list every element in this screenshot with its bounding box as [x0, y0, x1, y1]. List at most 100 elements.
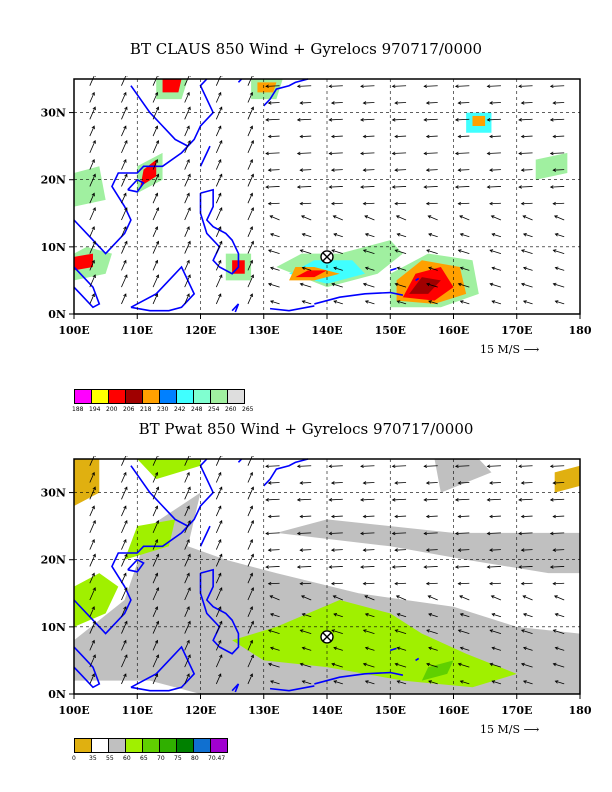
wind-arrow	[333, 595, 343, 601]
wind-arrow	[360, 566, 375, 568]
wind-arrowhead	[423, 84, 428, 89]
wind-arrowhead	[249, 125, 253, 130]
wind-arrow	[426, 202, 438, 205]
wind-arrowhead	[552, 249, 557, 253]
wind-arrow	[302, 647, 312, 651]
wind-arrowhead	[328, 151, 333, 156]
wind-arrowhead	[299, 481, 304, 485]
wind-arrow	[426, 629, 438, 634]
wind-arrow	[397, 647, 407, 651]
wind-arrow	[333, 267, 343, 271]
wind-arrow	[426, 169, 438, 171]
wind-arrowhead	[91, 538, 95, 543]
wind-arrowhead	[518, 531, 522, 536]
wind-arrowhead	[265, 118, 269, 122]
wind-arrowhead	[427, 215, 432, 219]
wind-arrowhead	[520, 134, 525, 139]
wind-arrow	[331, 629, 343, 634]
colorbar-label: 206	[123, 406, 135, 413]
coastline-2	[199, 145, 211, 167]
coastline-7	[263, 458, 309, 487]
wind-arrowhead	[360, 118, 364, 122]
wind-arrowhead	[267, 101, 272, 105]
y-tick-label: 0N	[48, 308, 66, 321]
wind-arrow	[215, 193, 222, 204]
colorbar-swatch	[227, 389, 245, 404]
wind-arrowhead	[299, 662, 304, 667]
wind-arrow	[184, 193, 190, 204]
wind-arrow	[395, 202, 407, 205]
panel1-title: BT CLAUS 850 Wind + Gyrelocs 970717/0000	[129, 40, 483, 58]
x-tick-label: 110E	[122, 704, 153, 717]
wind-arrow	[152, 587, 159, 601]
wind-arrow	[184, 587, 191, 601]
wind-arrow	[363, 102, 375, 104]
wind-arrow	[550, 152, 565, 154]
wind-arrowhead	[249, 639, 253, 644]
wind-arrowhead	[299, 581, 304, 586]
wind-arrowhead	[155, 553, 160, 558]
wind-arrow	[247, 673, 253, 685]
wind-arrowhead	[520, 282, 525, 287]
wind-arrowhead	[333, 613, 338, 617]
wind-arrow	[487, 118, 501, 121]
wind-arrowhead	[123, 471, 127, 476]
wind-arrowhead	[91, 606, 95, 610]
wind-arrow	[424, 118, 438, 121]
wind-arrow	[184, 92, 190, 103]
wind-arrowhead	[360, 151, 364, 156]
wind-arrow	[247, 174, 254, 187]
wind-arrow	[455, 152, 470, 154]
coastline-13	[130, 465, 189, 527]
wind-arrowhead	[269, 266, 274, 271]
wind-arrow	[397, 267, 407, 271]
colorbar-label: 230	[157, 406, 169, 413]
wind-arrowhead	[425, 581, 430, 586]
wind-arrowhead	[362, 134, 367, 139]
wind-arrowhead	[219, 240, 223, 245]
wind-arrowhead	[518, 84, 522, 89]
wind-arrow	[215, 140, 223, 154]
wind-arrowhead	[299, 101, 304, 105]
wind-arrow	[360, 85, 375, 87]
wind-arrowhead	[92, 519, 96, 524]
colorbar-label: 55	[106, 755, 114, 762]
wind-arrow	[395, 283, 407, 288]
wind-arrow	[300, 283, 312, 288]
wind-arrow	[487, 85, 501, 87]
cloud-field	[257, 82, 277, 93]
wind-arrow	[184, 159, 190, 170]
wind-arrowhead	[423, 464, 428, 469]
wind-arrowhead	[187, 274, 191, 279]
wind-arrowhead	[394, 481, 398, 485]
wind-arrowhead	[518, 498, 522, 502]
x-tick-label: 110E	[122, 324, 153, 337]
wind-arrowhead	[554, 613, 559, 617]
wind-arrow	[392, 118, 407, 121]
cloud-field	[535, 152, 568, 180]
wind-arrowhead	[91, 91, 95, 96]
wind-arrow	[519, 152, 533, 154]
wind-arrow	[297, 85, 312, 87]
wind-arrow	[460, 233, 470, 238]
wind-arrowhead	[522, 215, 527, 219]
wind-arrow	[550, 566, 565, 568]
wind-arrow	[458, 629, 470, 634]
wind-arrowhead	[554, 300, 559, 304]
wind-arrowhead	[396, 646, 401, 651]
wind-arrow	[428, 233, 438, 238]
wind-arrow	[360, 186, 375, 188]
wind-arrowhead	[250, 654, 254, 659]
wind-arrow	[121, 92, 127, 103]
wind-arrowhead	[299, 168, 304, 172]
wind-arrowhead	[459, 215, 463, 219]
wind-arrow	[550, 532, 565, 534]
wind-arrow	[392, 532, 407, 534]
wind-arrowhead	[269, 215, 274, 219]
wind-arrow	[215, 207, 223, 221]
wind-arrowhead	[454, 118, 459, 122]
wind-arrowhead	[187, 139, 191, 144]
wind-arrow	[184, 539, 190, 550]
wind-arrow	[331, 102, 343, 104]
x-tick-label: 180	[569, 704, 592, 717]
